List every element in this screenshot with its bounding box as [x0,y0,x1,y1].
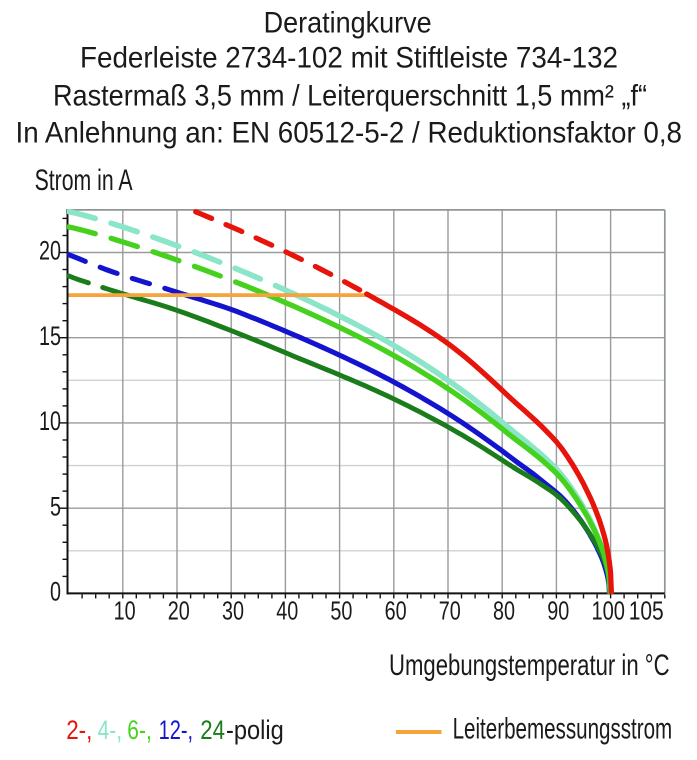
svg-text:80: 80 [493,596,515,626]
svg-text:10: 10 [39,406,61,436]
svg-text:2-,: 2-, [66,715,92,745]
svg-text:40: 40 [276,596,298,626]
svg-text:4-,: 4-, [98,715,123,745]
svg-text:12-,: 12-, [159,715,194,745]
svg-text:105: 105 [629,596,664,626]
svg-text:24: 24 [200,715,225,745]
svg-text:Umgebungstemperatur in °C: Umgebungstemperatur in °C [389,649,670,682]
svg-text:Leiterbemessungsstrom: Leiterbemessungsstrom [453,713,673,746]
svg-text:100: 100 [591,596,625,626]
svg-text:90: 90 [547,596,569,626]
svg-text:60: 60 [385,596,407,626]
svg-text:5: 5 [50,491,61,521]
svg-text:Strom in A: Strom in A [35,164,133,197]
svg-text:10: 10 [114,596,136,626]
svg-text:Rastermaß 3,5 mm / Leiterquers: Rastermaß 3,5 mm / Leiterquerschnitt 1,5… [53,80,647,113]
svg-text:50: 50 [330,596,352,626]
svg-text:Federleiste 2734-102 mit Stift: Federleiste 2734-102 mit Stiftleiste 734… [80,42,618,75]
svg-text:0: 0 [50,577,61,607]
svg-text:In Anlehnung an: EN 60512-5-2: In Anlehnung an: EN 60512-5-2 / Reduktio… [16,117,683,150]
svg-text:Deratingkurve: Deratingkurve [264,7,432,40]
svg-text:20: 20 [168,596,190,626]
svg-text:6-,: 6-, [127,715,152,745]
svg-text:30: 30 [222,596,244,626]
svg-text:20: 20 [39,236,61,266]
svg-text:-polig: -polig [226,715,284,745]
svg-text:70: 70 [439,596,461,626]
svg-text:15: 15 [39,321,61,351]
